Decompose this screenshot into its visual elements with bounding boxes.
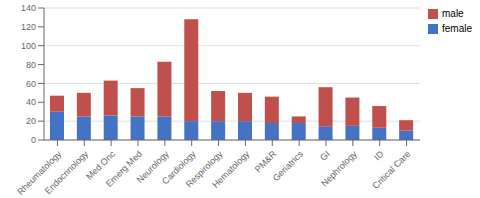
svg-text:Emerg Med: Emerg Med (104, 149, 144, 189)
html-text:male: male (442, 8, 464, 19)
svg-text:0: 0 (31, 135, 36, 145)
svg-text:40: 40 (26, 97, 36, 107)
svg-text:Endocrinology: Endocrinology (43, 149, 91, 197)
svg-text:Hematology: Hematology (210, 149, 251, 190)
svg-text:PM&R: PM&R (253, 149, 279, 175)
svg-text:80: 80 (26, 60, 36, 70)
html-text:female: female (442, 23, 472, 34)
svg-text:Respirology: Respirology (183, 148, 225, 190)
svg-text:ID: ID (372, 149, 386, 163)
svg-text:Rheumatology: Rheumatology (15, 148, 64, 197)
svg-text:Nephrology: Nephrology (319, 149, 359, 189)
svg-text:Critical Care: Critical Care (370, 149, 412, 191)
svg-text:60: 60 (26, 79, 36, 89)
svg-text:Neurology: Neurology (134, 148, 171, 185)
svg-text:100: 100 (21, 41, 36, 51)
svg-text:Geriatrics: Geriatrics (271, 149, 306, 184)
svg-text:20: 20 (26, 116, 36, 126)
svg-text:140: 140 (21, 3, 36, 13)
svg-text:Cardiology: Cardiology (160, 148, 198, 187)
svg-text:120: 120 (21, 22, 36, 32)
svg-text:GI: GI (318, 149, 332, 163)
svg-text:Med Onc: Med Onc (84, 148, 118, 182)
